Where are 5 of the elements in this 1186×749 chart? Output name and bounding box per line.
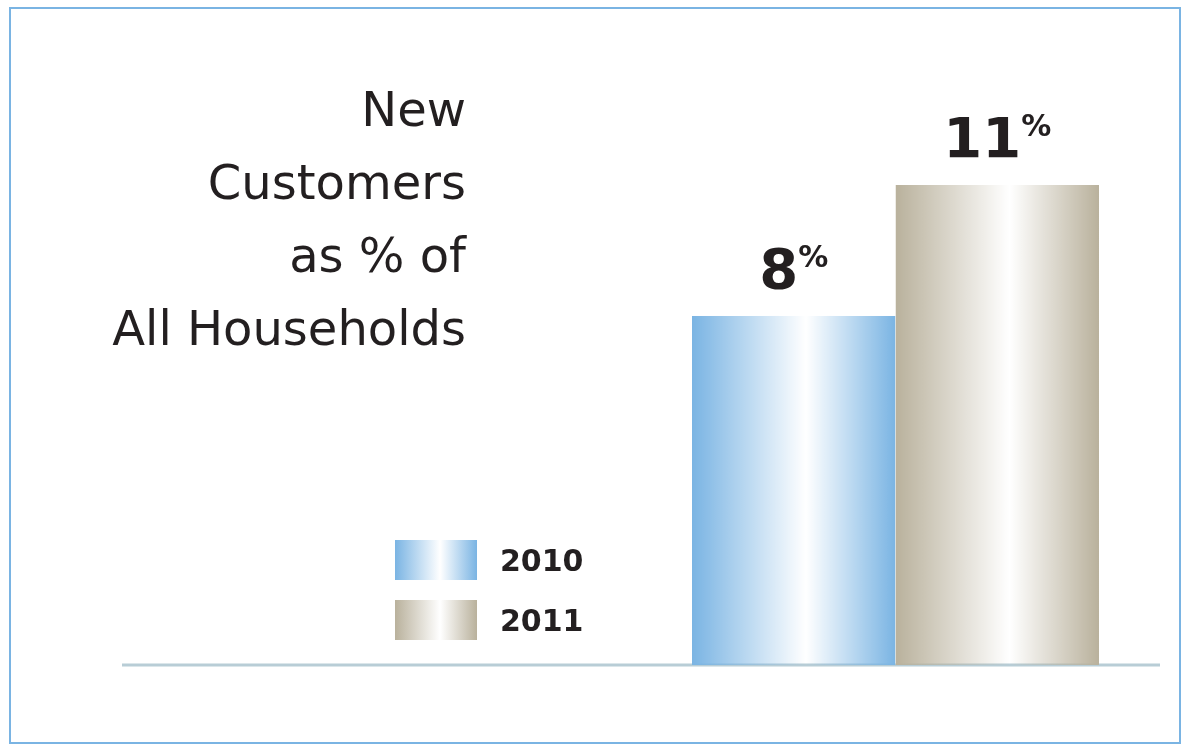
data-label: 11$^{%}$ [943,105,1052,170]
legend-label: 2010 [500,543,584,578]
legend-label: 2011 [500,603,584,638]
data-label: 8$^{%}$ [759,235,829,301]
chart-title: New Customers as % of All Households [112,81,468,356]
